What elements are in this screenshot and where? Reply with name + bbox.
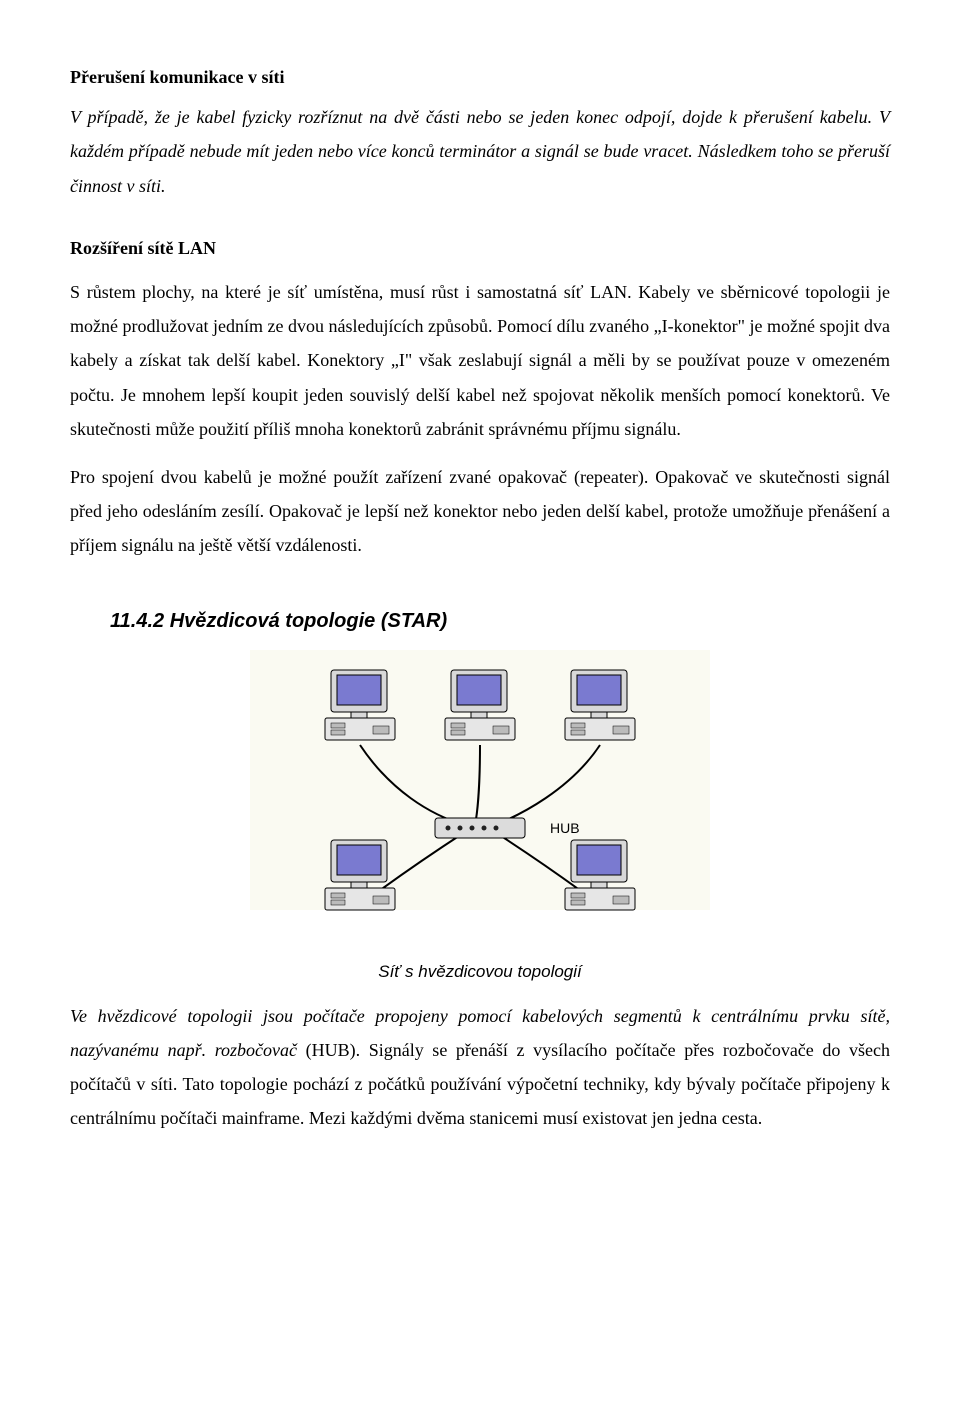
- heading-interruption: Přerušení komunikace v síti: [70, 60, 890, 94]
- star-topology-diagram: HUB: [70, 650, 890, 988]
- star-topology-svg: HUB: [250, 650, 710, 950]
- heading-lan-extension: Rozšíření sítě LAN: [70, 231, 890, 265]
- paragraph-lan-extension-1: S růstem plochy, na které je síť umístěn…: [70, 275, 890, 446]
- paragraph-lan-extension-2: Pro spojení dvou kabelů je možné použít …: [70, 460, 890, 563]
- computer-icon-5: [565, 840, 635, 910]
- diagram-caption: Síť s hvězdicovou topologií: [70, 956, 890, 988]
- computer-icon-3: [565, 670, 635, 740]
- hub-label: HUB: [550, 820, 580, 836]
- hub-icon: HUB: [435, 818, 580, 838]
- section-number: 11.4.2: [110, 610, 164, 632]
- paragraph-star-topology: Ve hvězdicové topologii jsou počítače pr…: [70, 999, 890, 1136]
- computer-icon-2: [445, 670, 515, 740]
- computer-icon-1: [325, 670, 395, 740]
- section-title: Hvězdicová topologie (STAR): [170, 610, 447, 632]
- computer-icon-4: [325, 840, 395, 910]
- paragraph-interruption: V případě, že je kabel fyzicky rozříznut…: [70, 100, 890, 203]
- section-heading-star: 11.4.2 Hvězdicová topologie (STAR): [110, 602, 890, 640]
